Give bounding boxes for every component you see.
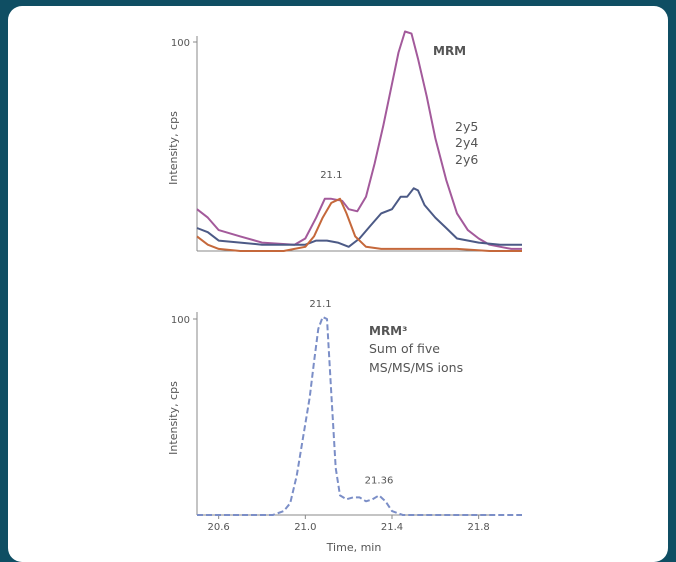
bottom-ytick-label-100: 100 [171,315,190,326]
mrm-label: MRM [433,44,466,58]
mrm3-sublabel-line2: MS/MS/MS ions [369,360,463,375]
top-ytick-label-100: 100 [171,38,190,49]
bottom-series-group [197,316,522,516]
mrm3-label: MRM³ [369,324,407,338]
mrm3-chart: 100 20.6 21.0 21.4 21.8 Intensity, cps Time… [167,299,522,554]
bottom-y-axis-title: Intensity, cps [167,381,180,455]
bottom-x-axis-title: Time, min [326,541,382,554]
mrm-chart: 100 Intensity, cps 21.1 MRM 2y5 2y4 2y6 [167,30,522,252]
xtick-label-21.8: 21.8 [468,522,490,533]
xtick-label-21.4: 21.4 [381,522,403,533]
xtick-label-21: 21.0 [294,522,316,533]
bottom-annotation-minor-peak: 21.36 [365,476,394,487]
bottom-annotation-main-peak: 21.1 [309,299,331,310]
chart-panel [8,6,668,562]
top-series-group [196,30,522,252]
legend-2y4: 2y4 [455,135,478,150]
top-y-axis-title: Intensity, cps [167,111,180,185]
legend-2y6: 2y6 [455,152,478,167]
mrm3-sublabel-line1: Sum of five [369,341,440,356]
xtick-label-20.6: 20.6 [208,522,230,533]
top-annotation-peak: 21.1 [320,170,342,181]
top-series-2y4 [196,187,522,248]
legend-2y5: 2y5 [455,119,478,134]
bottom-series-sum [197,316,522,516]
top-series-2y6 [196,197,522,252]
bottom-xtick-group: 20.6 21.0 21.4 21.8 [208,515,490,533]
